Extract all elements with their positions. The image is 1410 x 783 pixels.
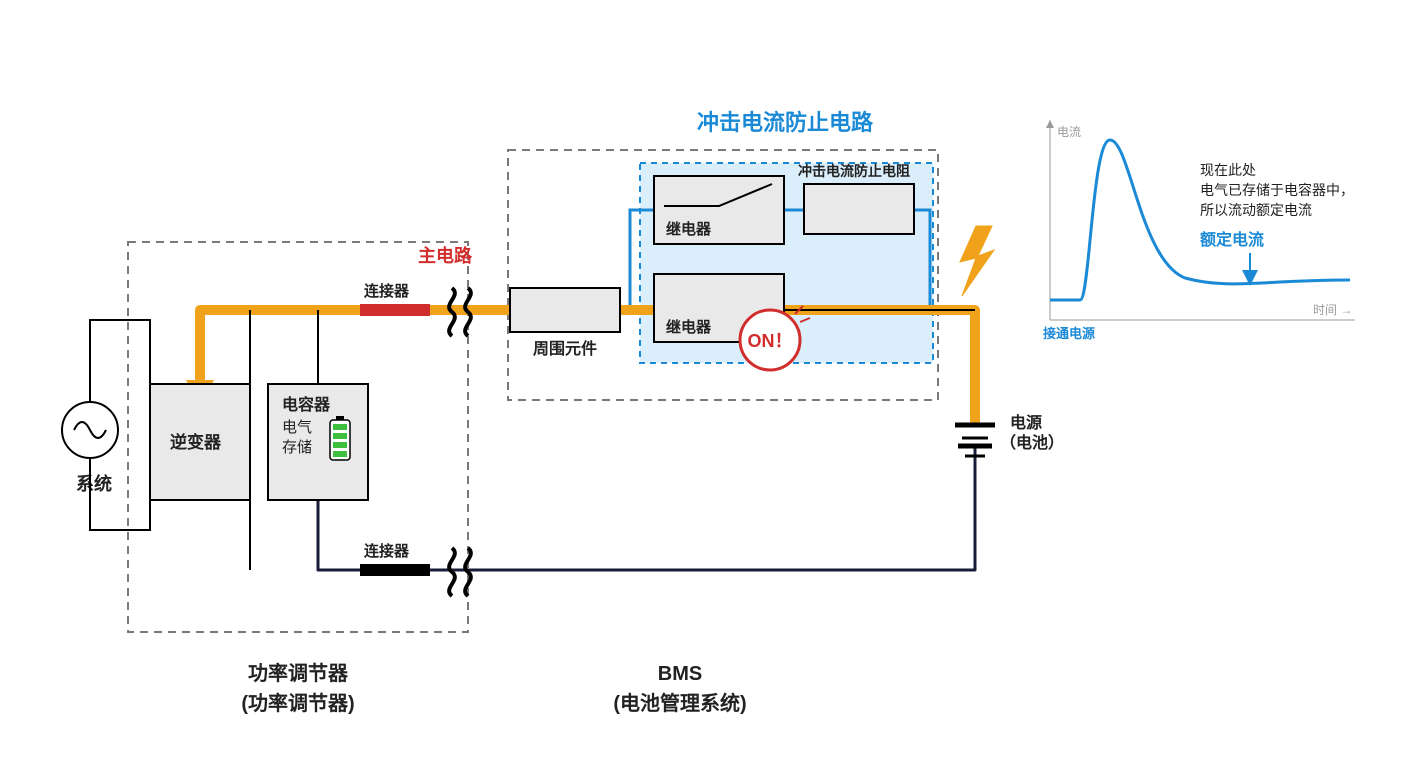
connector-top [360, 304, 430, 316]
label-system: 系统 [76, 473, 112, 494]
box-inrush-resistor [804, 184, 914, 234]
box-peripheral [510, 288, 620, 332]
wire [90, 458, 150, 530]
battery-bar-icon [333, 451, 347, 457]
label-capacitor: 电容器 [282, 395, 331, 414]
label-relay-bottom: 继电器 [666, 318, 712, 336]
label-inverter: 逆变器 [170, 432, 222, 452]
battery-bar-icon [333, 424, 347, 430]
label-connector-bottom: 连接器 [364, 542, 410, 560]
diagram-root: 系统连接器主电路连接器逆变器电容器电气存储周围元件继电器冲击电流防止电阻继电器O… [0, 0, 1410, 783]
label-inrush-resistor: 冲击电流防止电阻 [798, 163, 910, 179]
label-pc1: 功率调节器 [248, 661, 349, 685]
battery-tip-icon [336, 416, 344, 420]
label-main-circuit: 主电路 [418, 245, 473, 266]
label-graph-note2: 电气已存储于电容器中， [1200, 182, 1354, 198]
label-graph-rated: 额定电流 [1200, 230, 1264, 249]
label-connector-top: 连接器 [364, 282, 410, 300]
label-graph-note1: 现在此处 [1200, 162, 1256, 178]
label-peripheral: 周围元件 [533, 339, 597, 358]
wire [90, 320, 150, 402]
cable-break-icon [449, 288, 455, 336]
battery-bar-icon [333, 442, 347, 448]
label-bms1: BMS [658, 663, 702, 685]
label-relay-top: 继电器 [666, 220, 712, 238]
label-graph-note3: 所以流动额定电流 [1200, 202, 1312, 218]
label-graph-origin: 接通电源 [1043, 326, 1095, 341]
label-title-inrush: 冲击电流防止电路 [697, 110, 874, 135]
label-power1: 电源 [1010, 413, 1042, 432]
label-pc2: (功率调节器) [241, 691, 354, 715]
return-wire [318, 445, 975, 570]
label-graph-x: 时间 → [1313, 303, 1352, 317]
cable-break-icon [449, 548, 455, 596]
label-capacitor-sub1: 电气 [282, 419, 312, 436]
battery-bar-icon [333, 433, 347, 439]
connector-bottom [360, 564, 430, 576]
label-bms2: (电池管理系统) [613, 691, 746, 715]
axis-arrow-icon [1046, 120, 1054, 128]
lightning-icon [960, 226, 994, 296]
label-capacitor-sub2: 存储 [282, 439, 312, 456]
label-power2: （电池） [1000, 433, 1064, 452]
label-on: ON！ [748, 331, 793, 351]
diagram-svg: 系统连接器主电路连接器逆变器电容器电气存储周围元件继电器冲击电流防止电阻继电器O… [0, 0, 1410, 783]
label-graph-y: 电流 [1057, 125, 1081, 139]
